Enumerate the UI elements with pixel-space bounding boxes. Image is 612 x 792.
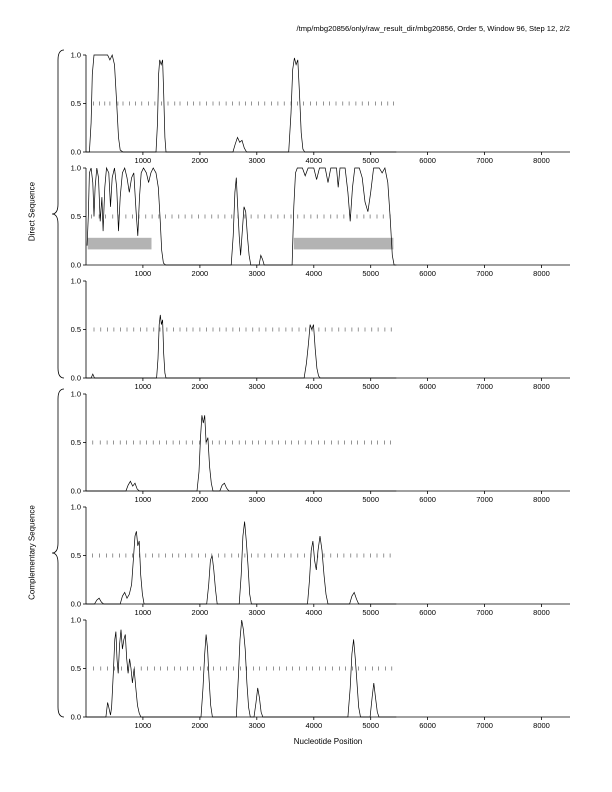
x-tick-label: 4000: [305, 608, 322, 617]
x-axis-label: Nucleotide Position: [293, 737, 363, 746]
x-tick-label: 4000: [305, 269, 322, 278]
x-tick-label: 8000: [533, 721, 550, 730]
x-tick-label: 6000: [419, 495, 436, 504]
x-tick-label: 5000: [362, 495, 379, 504]
x-tick-label: 2000: [192, 608, 209, 617]
panel-complementary-2: 0.0 0.5 1.0 1000 2000 3000 4000 5000 6000 7000 800…: [71, 503, 570, 617]
x-tick-label: 4000: [305, 156, 322, 165]
x-tick-label: 2000: [192, 156, 209, 165]
probability-curve: [86, 415, 397, 492]
y-tick-label: 1.0: [71, 51, 81, 60]
x-tick-label: 1000: [135, 269, 152, 278]
y-tick-label: 0.5: [71, 551, 81, 560]
panel-complementary-3: 0.0 0.5 1.0 1000 2000 3000 4000 5000 6000 7000 800…: [71, 616, 570, 730]
y-tick-label: 0.5: [71, 212, 81, 221]
y-tick-label: 1.0: [71, 503, 81, 512]
x-tick-label: 4000: [305, 495, 322, 504]
x-tick-label: 5000: [362, 269, 379, 278]
panel-complementary-1: 0.0 0.5 1.0 1000 2000 3000 4000 5000 6000 7000 800…: [71, 390, 570, 504]
x-tick-label: 2000: [192, 721, 209, 730]
x-tick-label: 3000: [248, 721, 265, 730]
shaded-region: [293, 237, 394, 250]
x-tick-label: 6000: [419, 608, 436, 617]
x-tick-label: 6000: [419, 156, 436, 165]
x-tick-label: 7000: [476, 382, 493, 391]
x-tick-label: 1000: [135, 608, 152, 617]
y-tick-label: 0.5: [71, 99, 81, 108]
y-tick-label: 0.5: [71, 438, 81, 447]
panel-direct-1: 0.0 0.5 1.0 1000 2000 3000 4000 5000 6000 7000 800…: [71, 51, 570, 165]
chart-title: /tmp/mbg20856/only/raw_result_dir/mbg208…: [296, 24, 570, 33]
x-tick-label: 2000: [192, 495, 209, 504]
x-tick-label: 3000: [248, 156, 265, 165]
y-tick-label: 1.0: [71, 616, 81, 625]
x-tick-label: 8000: [533, 608, 550, 617]
x-tick-label: 7000: [476, 156, 493, 165]
y-tick-label: 1.0: [71, 277, 81, 286]
x-tick-label: 4000: [305, 382, 322, 391]
x-tick-label: 1000: [135, 495, 152, 504]
panel-direct-3: 0.0 0.5 1.0 1000 2000 3000 4000 5000 6000 7000 800…: [71, 277, 570, 391]
y-tick-label: 0.0: [71, 374, 81, 383]
x-tick-label: 5000: [362, 156, 379, 165]
group-brace: [51, 49, 65, 379]
x-tick-label: 3000: [248, 269, 265, 278]
x-tick-label: 7000: [476, 608, 493, 617]
x-tick-label: 1000: [135, 382, 152, 391]
probability-curve: [86, 521, 397, 605]
x-tick-label: 5000: [362, 382, 379, 391]
x-tick-label: 6000: [419, 721, 436, 730]
y-tick-label: 0.0: [71, 713, 81, 722]
y-tick-label: 0.5: [71, 664, 81, 673]
y-tick-label: 1.0: [71, 390, 81, 399]
y-tick-label: 0.0: [71, 600, 81, 609]
y-tick-label: 0.0: [71, 261, 81, 270]
x-tick-label: 8000: [533, 156, 550, 165]
panel-direct-2: 0.0 0.5 1.0 1000 2000 3000 4000 5000 6000 7000 800…: [71, 164, 570, 278]
probability-curve: [86, 166, 397, 266]
x-tick-label: 5000: [362, 608, 379, 617]
probability-curve: [86, 314, 397, 379]
x-tick-label: 1000: [135, 721, 152, 730]
x-tick-label: 8000: [533, 495, 550, 504]
group-brace: [51, 388, 65, 718]
x-tick-label: 2000: [192, 269, 209, 278]
probability-curve: [86, 619, 397, 718]
x-tick-label: 2000: [192, 382, 209, 391]
x-tick-label: 7000: [476, 495, 493, 504]
x-tick-label: 8000: [533, 382, 550, 391]
y-tick-label: 0.0: [71, 148, 81, 157]
x-tick-label: 7000: [476, 721, 493, 730]
y-tick-label: 0.0: [71, 487, 81, 496]
x-tick-label: 4000: [305, 721, 322, 730]
x-tick-label: 3000: [248, 495, 265, 504]
y-tick-label: 0.5: [71, 325, 81, 334]
x-tick-label: 3000: [248, 608, 265, 617]
x-tick-label: 7000: [476, 269, 493, 278]
x-tick-label: 6000: [419, 382, 436, 391]
x-tick-label: 6000: [419, 269, 436, 278]
x-tick-label: 5000: [362, 721, 379, 730]
x-tick-label: 1000: [135, 156, 152, 165]
x-tick-label: 3000: [248, 382, 265, 391]
y-tick-label: 1.0: [71, 164, 81, 173]
shaded-region: [87, 237, 152, 250]
x-tick-label: 8000: [533, 269, 550, 278]
probability-curve: [86, 53, 397, 153]
